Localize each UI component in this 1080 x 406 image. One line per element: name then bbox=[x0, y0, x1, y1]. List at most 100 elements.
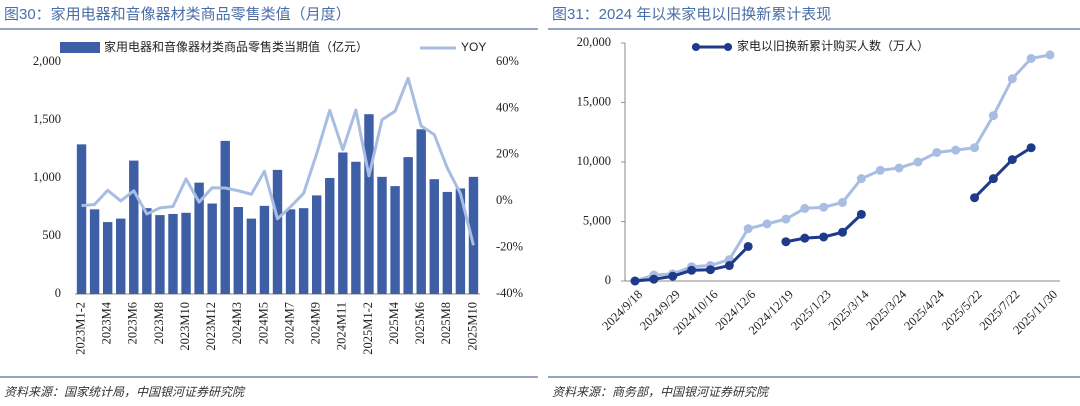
point bbox=[970, 193, 980, 203]
x-tick-label: 2023M12 bbox=[204, 302, 218, 351]
x-tick-label: 2024M7 bbox=[282, 302, 296, 344]
line-series bbox=[634, 53, 1051, 283]
bar bbox=[285, 209, 296, 294]
y-tick-label: 0 bbox=[55, 286, 61, 300]
point bbox=[1007, 155, 1017, 165]
y2-tick-label: -20% bbox=[496, 239, 523, 253]
bar bbox=[455, 188, 466, 294]
point bbox=[838, 197, 847, 207]
bar bbox=[181, 212, 191, 294]
point bbox=[970, 143, 980, 153]
legend-label: 家用电器和音像器材类商品零售类当期值（亿元） bbox=[104, 39, 368, 54]
point bbox=[687, 265, 697, 275]
y-tick-label: 1,000 bbox=[33, 170, 61, 184]
x-tick-label: 2023M8 bbox=[152, 302, 166, 344]
legend-label: YOY bbox=[461, 40, 486, 54]
point bbox=[1045, 50, 1055, 60]
y2-tick-label: 20% bbox=[496, 147, 519, 161]
legend-swatch bbox=[724, 43, 732, 51]
bar bbox=[207, 203, 217, 294]
bar bbox=[116, 218, 126, 294]
y-tick-label: 1,500 bbox=[33, 112, 61, 126]
bar bbox=[468, 176, 479, 294]
x-tick-label: 2025M1-2 bbox=[361, 302, 375, 355]
bar bbox=[89, 209, 100, 294]
bar bbox=[338, 152, 348, 294]
x-tick-label: 2025/5/22 bbox=[939, 287, 985, 333]
y-tick-label: 2,000 bbox=[33, 54, 61, 68]
point bbox=[743, 224, 753, 234]
point bbox=[1026, 53, 1036, 63]
x-tick-label: 2024M9 bbox=[309, 302, 323, 344]
x-tick-label: 2024/9/18 bbox=[599, 287, 645, 333]
chart-title: 图30：家用电器和音像器材类商品零售类值（月度） bbox=[4, 6, 351, 23]
y-tick-label: 500 bbox=[42, 228, 61, 242]
x-tick-label: 2025M6 bbox=[413, 302, 427, 344]
point bbox=[856, 209, 866, 219]
point bbox=[988, 111, 998, 121]
bar bbox=[403, 157, 413, 294]
point bbox=[762, 219, 772, 229]
point bbox=[668, 271, 678, 281]
bar bbox=[102, 222, 113, 294]
bar bbox=[76, 144, 87, 294]
x-tick-label: 2023M6 bbox=[126, 302, 140, 344]
bar bbox=[377, 176, 387, 294]
bar bbox=[311, 195, 322, 294]
point bbox=[951, 145, 961, 155]
legend-label: 家电以旧换新累计购买人数（万人） bbox=[737, 38, 929, 53]
x-tick-label: 2025M8 bbox=[439, 302, 453, 344]
x-tick-label: 2025/1/23 bbox=[788, 287, 834, 333]
point bbox=[1007, 74, 1017, 84]
point bbox=[875, 165, 885, 175]
x-tick-label: 2025M4 bbox=[387, 301, 401, 344]
y2-tick-label: 40% bbox=[496, 100, 519, 114]
point bbox=[649, 274, 659, 284]
x-tick-label: 2023M1-2 bbox=[73, 302, 87, 355]
point bbox=[819, 232, 829, 242]
point bbox=[743, 241, 753, 251]
bar bbox=[390, 186, 400, 294]
point bbox=[819, 202, 829, 212]
bar bbox=[220, 140, 230, 294]
point bbox=[894, 163, 904, 173]
y2-tick-label: -40% bbox=[496, 286, 523, 300]
point bbox=[781, 237, 791, 247]
bar bbox=[168, 213, 178, 294]
bar bbox=[272, 169, 283, 294]
bar bbox=[442, 191, 453, 294]
point bbox=[1026, 143, 1036, 153]
bar bbox=[429, 179, 439, 294]
x-tick-label: 2024M11 bbox=[335, 302, 349, 350]
point bbox=[856, 174, 866, 184]
point bbox=[800, 233, 810, 243]
point bbox=[800, 203, 810, 213]
bar bbox=[259, 205, 270, 294]
point bbox=[988, 174, 998, 184]
y2-tick-label: 60% bbox=[496, 54, 519, 68]
point bbox=[838, 227, 847, 237]
source-note: 资料来源：商务部，中国银河证券研究院 bbox=[552, 385, 770, 399]
bar bbox=[233, 207, 244, 294]
source-note: 资料来源：国家统计局，中国银河证券研究院 bbox=[4, 385, 246, 399]
bar bbox=[155, 215, 165, 294]
legend-swatch bbox=[60, 42, 100, 53]
point bbox=[724, 261, 734, 271]
point bbox=[630, 276, 640, 286]
line-series bbox=[81, 76, 475, 246]
y-tick-label: 5,000 bbox=[583, 213, 611, 227]
y-tick-label: 15,000 bbox=[577, 94, 611, 108]
bar bbox=[364, 114, 374, 294]
y2-tick-label: 0% bbox=[496, 193, 513, 207]
line-series bbox=[634, 146, 1032, 283]
y-tick-label: 10,000 bbox=[577, 154, 611, 168]
y-tick-label: 20,000 bbox=[577, 35, 611, 49]
bar bbox=[246, 218, 257, 294]
bar bbox=[351, 161, 361, 294]
bar bbox=[416, 129, 426, 294]
x-tick-label: 2023M4 bbox=[100, 301, 114, 344]
point bbox=[705, 265, 715, 275]
x-tick-label: 2023M10 bbox=[178, 302, 192, 351]
point bbox=[781, 214, 791, 224]
